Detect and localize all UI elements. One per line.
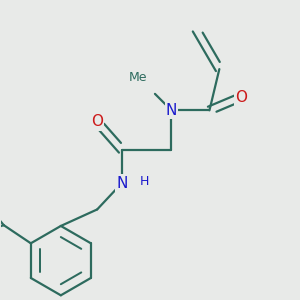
Text: N: N bbox=[166, 103, 177, 118]
Text: N: N bbox=[116, 176, 128, 190]
Text: O: O bbox=[91, 114, 103, 129]
Text: H: H bbox=[140, 175, 149, 188]
Text: Me: Me bbox=[129, 71, 148, 84]
Text: O: O bbox=[235, 90, 247, 105]
Text: N: N bbox=[116, 176, 128, 190]
